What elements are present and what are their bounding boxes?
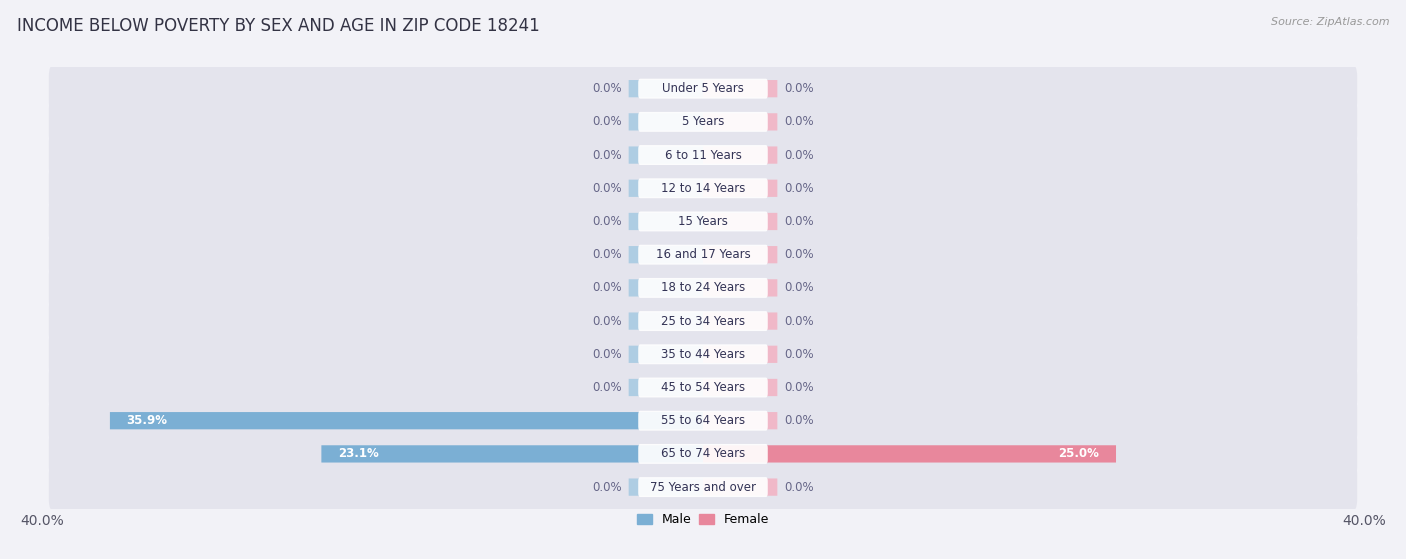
FancyBboxPatch shape	[628, 379, 703, 396]
FancyBboxPatch shape	[703, 179, 778, 197]
Text: 0.0%: 0.0%	[592, 481, 621, 494]
FancyBboxPatch shape	[638, 278, 768, 298]
FancyBboxPatch shape	[110, 412, 703, 429]
Text: 0.0%: 0.0%	[592, 149, 621, 162]
Text: 0.0%: 0.0%	[785, 215, 814, 228]
FancyBboxPatch shape	[322, 446, 703, 462]
FancyBboxPatch shape	[49, 196, 1357, 247]
Text: 35.9%: 35.9%	[127, 414, 167, 427]
FancyBboxPatch shape	[49, 263, 1357, 313]
Text: 0.0%: 0.0%	[785, 115, 814, 129]
Text: 35 to 44 Years: 35 to 44 Years	[661, 348, 745, 361]
FancyBboxPatch shape	[703, 113, 778, 130]
Text: 0.0%: 0.0%	[785, 381, 814, 394]
FancyBboxPatch shape	[703, 246, 778, 263]
FancyBboxPatch shape	[638, 79, 768, 98]
Text: 0.0%: 0.0%	[592, 381, 621, 394]
Text: Source: ZipAtlas.com: Source: ZipAtlas.com	[1271, 17, 1389, 27]
Text: 0.0%: 0.0%	[785, 182, 814, 195]
FancyBboxPatch shape	[628, 246, 703, 263]
FancyBboxPatch shape	[638, 344, 768, 364]
FancyBboxPatch shape	[49, 296, 1357, 347]
Text: 15 Years: 15 Years	[678, 215, 728, 228]
FancyBboxPatch shape	[703, 312, 778, 330]
FancyBboxPatch shape	[49, 462, 1357, 513]
Text: 0.0%: 0.0%	[785, 82, 814, 95]
FancyBboxPatch shape	[703, 80, 778, 97]
FancyBboxPatch shape	[703, 213, 778, 230]
Text: 55 to 64 Years: 55 to 64 Years	[661, 414, 745, 427]
Text: 0.0%: 0.0%	[592, 315, 621, 328]
FancyBboxPatch shape	[638, 444, 768, 464]
FancyBboxPatch shape	[628, 345, 703, 363]
FancyBboxPatch shape	[638, 477, 768, 497]
FancyBboxPatch shape	[638, 178, 768, 198]
FancyBboxPatch shape	[628, 146, 703, 164]
FancyBboxPatch shape	[628, 312, 703, 330]
Text: 0.0%: 0.0%	[785, 481, 814, 494]
Text: 23.1%: 23.1%	[337, 447, 378, 461]
Text: 0.0%: 0.0%	[592, 215, 621, 228]
FancyBboxPatch shape	[49, 63, 1357, 114]
Text: 0.0%: 0.0%	[785, 248, 814, 261]
FancyBboxPatch shape	[638, 245, 768, 264]
Text: 16 and 17 Years: 16 and 17 Years	[655, 248, 751, 261]
Text: 12 to 14 Years: 12 to 14 Years	[661, 182, 745, 195]
FancyBboxPatch shape	[49, 429, 1357, 479]
Text: 0.0%: 0.0%	[785, 281, 814, 295]
FancyBboxPatch shape	[703, 345, 778, 363]
FancyBboxPatch shape	[638, 145, 768, 165]
FancyBboxPatch shape	[703, 379, 778, 396]
Text: 65 to 74 Years: 65 to 74 Years	[661, 447, 745, 461]
FancyBboxPatch shape	[638, 211, 768, 231]
FancyBboxPatch shape	[49, 395, 1357, 446]
FancyBboxPatch shape	[49, 329, 1357, 380]
Text: 6 to 11 Years: 6 to 11 Years	[665, 149, 741, 162]
FancyBboxPatch shape	[703, 412, 778, 429]
FancyBboxPatch shape	[703, 280, 778, 296]
Text: 0.0%: 0.0%	[592, 348, 621, 361]
FancyBboxPatch shape	[628, 179, 703, 197]
Text: 45 to 54 Years: 45 to 54 Years	[661, 381, 745, 394]
FancyBboxPatch shape	[638, 377, 768, 397]
FancyBboxPatch shape	[638, 112, 768, 132]
FancyBboxPatch shape	[628, 113, 703, 130]
FancyBboxPatch shape	[628, 80, 703, 97]
Text: 0.0%: 0.0%	[592, 182, 621, 195]
Text: Under 5 Years: Under 5 Years	[662, 82, 744, 95]
FancyBboxPatch shape	[703, 479, 778, 496]
Text: 18 to 24 Years: 18 to 24 Years	[661, 281, 745, 295]
FancyBboxPatch shape	[703, 446, 1116, 462]
Text: 0.0%: 0.0%	[785, 315, 814, 328]
FancyBboxPatch shape	[628, 280, 703, 296]
Text: 0.0%: 0.0%	[785, 149, 814, 162]
Text: 25.0%: 25.0%	[1059, 447, 1099, 461]
Legend: Male, Female: Male, Female	[631, 508, 775, 531]
Text: 5 Years: 5 Years	[682, 115, 724, 129]
FancyBboxPatch shape	[49, 97, 1357, 147]
Text: 0.0%: 0.0%	[592, 281, 621, 295]
FancyBboxPatch shape	[49, 229, 1357, 280]
FancyBboxPatch shape	[49, 163, 1357, 214]
Text: 25 to 34 Years: 25 to 34 Years	[661, 315, 745, 328]
FancyBboxPatch shape	[49, 362, 1357, 413]
Text: 0.0%: 0.0%	[592, 82, 621, 95]
FancyBboxPatch shape	[638, 311, 768, 331]
FancyBboxPatch shape	[703, 146, 778, 164]
Text: INCOME BELOW POVERTY BY SEX AND AGE IN ZIP CODE 18241: INCOME BELOW POVERTY BY SEX AND AGE IN Z…	[17, 17, 540, 35]
FancyBboxPatch shape	[628, 479, 703, 496]
Text: 0.0%: 0.0%	[785, 414, 814, 427]
Text: 0.0%: 0.0%	[592, 248, 621, 261]
FancyBboxPatch shape	[628, 213, 703, 230]
FancyBboxPatch shape	[638, 411, 768, 430]
Text: 0.0%: 0.0%	[785, 348, 814, 361]
Text: 75 Years and over: 75 Years and over	[650, 481, 756, 494]
Text: 0.0%: 0.0%	[592, 115, 621, 129]
FancyBboxPatch shape	[49, 130, 1357, 181]
